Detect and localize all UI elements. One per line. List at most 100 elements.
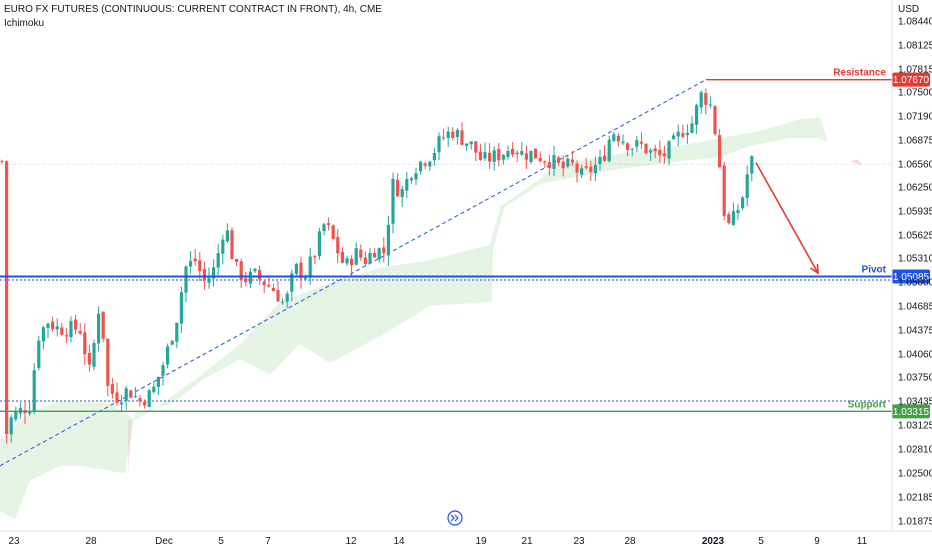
candle-body [511,148,515,155]
price-badge-text-resistance: 1.07670 [893,75,930,86]
candle-body [225,230,229,242]
candle-body [547,162,551,168]
candle-body [198,260,202,272]
candle-body [14,411,18,420]
projection-arrow[interactable] [755,162,819,274]
x-tick-label: 28 [85,536,97,547]
candle-body [271,287,275,291]
candle-body [83,332,87,355]
candle-body [649,150,653,153]
candle-body [377,248,381,260]
candle-body [722,165,726,216]
candle-body [639,141,643,144]
candle-body [304,277,308,280]
y-tick-label: 1.04685 [898,302,932,313]
candle-body [451,131,455,138]
symbol-title: EURO FX FUTURES (CONTINUOUS: CURRENT CON… [4,4,382,15]
candle-body [129,390,133,398]
candle-body [635,140,639,147]
y-tick-label: 1.04060 [898,350,932,361]
x-tick-label: 9 [814,536,820,547]
candle-body [156,376,160,387]
y-tick-label: 1.02185 [898,493,932,504]
candle-body [515,152,519,155]
candle-body [46,323,50,328]
candle-body [442,137,446,139]
candle-body [170,340,174,345]
candle-body [708,104,712,106]
candle-body [644,143,648,154]
x-tick-label: 5 [218,536,224,547]
candle-body [331,225,335,239]
candle-body [428,161,432,167]
candle-body [327,223,331,225]
candle-body [455,130,459,137]
candle-body [704,93,708,105]
candle-body [750,156,754,174]
y-tick-label: 1.07815 [898,65,932,76]
candle-body [400,189,404,197]
candle-body [580,168,584,175]
candle-body [552,155,556,169]
price-badge-pivot [892,269,930,284]
candle-body [373,253,377,258]
candle-body [561,161,565,169]
candle-body [460,130,464,145]
y-tick-label: 1.07500 [898,88,932,99]
candle-body [603,155,607,161]
x-tick-label: Dec [155,536,173,547]
y-tick-label: 1.05310 [898,254,932,265]
candle-body [368,253,372,264]
candle-body [166,346,170,365]
x-tick-label: 12 [345,536,357,547]
candle-body [290,273,294,292]
y-tick-label: 1.08125 [898,41,932,52]
projection-arrow-head [810,264,819,275]
candle-body [501,155,505,160]
candle-body [51,321,55,329]
candle-body [336,237,340,254]
candle-body [741,197,745,209]
candle-body [193,258,197,262]
candle-body [350,258,354,266]
candle-body [621,141,625,144]
level-label-resistance: Resistance [833,68,886,79]
candle-body [506,151,510,157]
y-tick-label: 1.04375 [898,326,932,337]
ichimoku-cloud-red [128,420,132,474]
candle-body [469,141,473,145]
candle-body [405,179,409,191]
price-badge-text-support: 1.03315 [893,407,930,418]
candle-body [612,134,616,141]
candle-body [281,301,285,303]
uptrend-line[interactable] [0,79,707,467]
scroll-to-realtime-icon[interactable] [447,510,463,526]
candle-body [138,398,142,402]
ichimoku-cloud-tail [850,159,862,165]
candle-body [616,135,620,142]
candle-body [244,278,248,283]
candle-body [727,214,731,224]
candle-body [9,417,13,435]
x-tick-label: 19 [475,536,487,547]
indicator-label[interactable]: Ichimoku [4,18,45,29]
candle-body [0,160,4,162]
candle-body [409,178,413,181]
candle-body [239,261,243,281]
candle-body [736,210,740,213]
candle-body [221,239,225,254]
candle-body [345,258,349,264]
realtime-icon-chevron-2 [454,514,459,522]
candle-body [294,263,298,274]
candle-body [253,268,257,272]
candle-body [386,224,390,256]
price-badge-text-pivot: 1.05085 [893,272,930,283]
candle-body [340,251,344,263]
candle-body [285,293,289,302]
candle-body [690,123,694,133]
candle-body [419,161,423,172]
candle-body [695,105,699,125]
candle-body [731,211,735,225]
candle-body [69,321,73,338]
